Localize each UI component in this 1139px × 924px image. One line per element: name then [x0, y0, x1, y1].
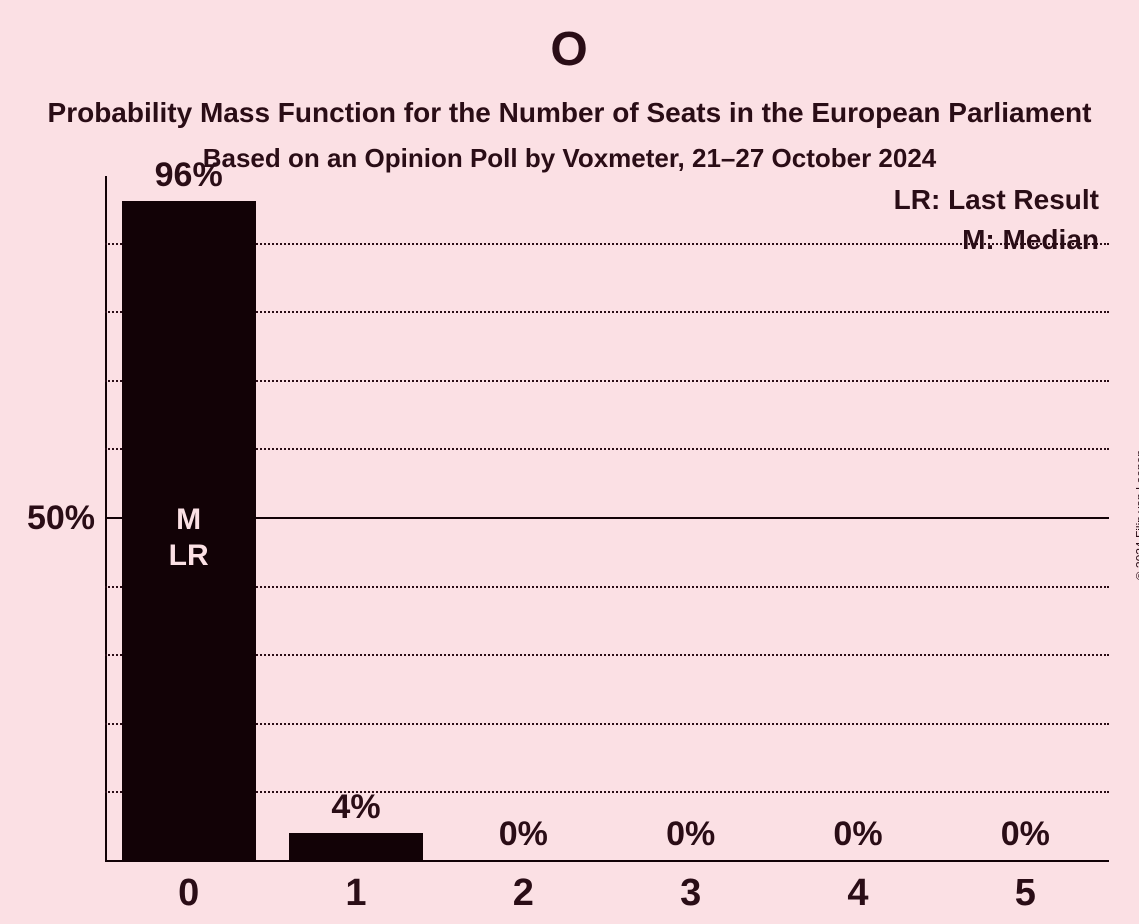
gridline-minor [105, 723, 1109, 725]
legend-lr: LR: Last Result [894, 184, 1099, 216]
gridline-minor [105, 243, 1109, 245]
bar-value-label: 96% [105, 156, 272, 195]
gridline-minor [105, 654, 1109, 656]
party-letter: O [0, 22, 1139, 77]
x-tick-label: 3 [661, 872, 721, 915]
y-axis [105, 176, 107, 862]
gridline-minor [105, 448, 1109, 450]
bar-value-label: 0% [774, 815, 941, 854]
x-tick-label: 1 [326, 872, 386, 915]
gridline-minor [105, 311, 1109, 313]
chart-title: Probability Mass Function for the Number… [0, 97, 1139, 129]
x-axis [105, 860, 1109, 862]
x-tick-label: 0 [159, 872, 219, 915]
x-tick-label: 2 [493, 872, 553, 915]
copyright-text: © 2024 Filip van Laenen [1133, 450, 1139, 580]
gridline-minor [105, 380, 1109, 382]
gridline-minor [105, 586, 1109, 588]
bar-annotation-median-lr: MLR [122, 502, 256, 574]
gridline-major [105, 517, 1109, 519]
legend-m: M: Median [962, 224, 1099, 256]
x-tick-label: 4 [828, 872, 888, 915]
annotation-lr: LR [122, 538, 256, 574]
x-tick-label: 5 [995, 872, 1055, 915]
header: O Probability Mass Function for the Numb… [0, 22, 1139, 174]
bar-value-label: 0% [607, 815, 774, 854]
bar [289, 833, 423, 860]
gridline-minor [105, 791, 1109, 793]
bar-value-label: 0% [942, 815, 1109, 854]
bar-value-label: 0% [440, 815, 607, 854]
bar-value-label: 4% [272, 788, 439, 827]
annotation-m: M [122, 502, 256, 538]
y-axis-label-50: 50% [5, 499, 95, 538]
pmf-bar-chart: LR: Last Result M: Median 96%4%0%0%0%0%M… [105, 176, 1109, 862]
